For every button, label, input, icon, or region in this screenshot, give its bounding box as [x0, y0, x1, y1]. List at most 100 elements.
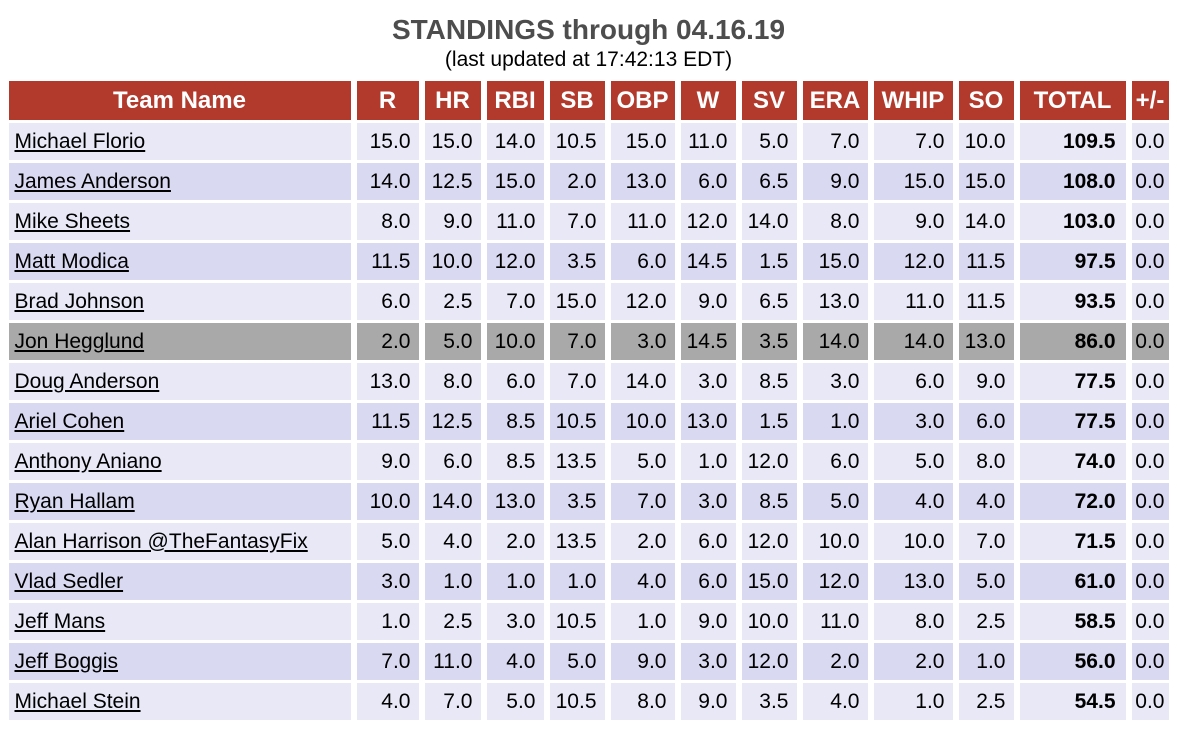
- team-link-brad-johnson[interactable]: Brad Johnson: [14, 289, 145, 313]
- team-link-alan-harrison-thefantasyfix[interactable]: Alan Harrison @TheFantasyFix: [14, 529, 308, 553]
- stat-cell-w: 9.0: [680, 603, 736, 640]
- stat-cell-sb: 10.5: [549, 403, 605, 440]
- stat-cell-obp: 8.0: [610, 683, 675, 720]
- team-row-jeff-mans: Jeff Mans 1.0 2.5 3.0 10.5 1.0 9.0 10.0 11.0 8.0 2…: [8, 603, 1169, 640]
- stat-cell-sv: 5.0: [741, 123, 797, 160]
- team-row-jeff-boggis: Jeff Boggis 7.0 11.0 4.0 5.0 9.0 3.0 12.0 2.0 2.0…: [8, 643, 1169, 680]
- stat-cell-whip: 3.0: [873, 403, 953, 440]
- stat-cell-obp: 7.0: [610, 483, 675, 520]
- team-link-ryan-hallam[interactable]: Ryan Hallam: [14, 489, 135, 513]
- stat-cell-hr: 2.5: [424, 603, 481, 640]
- stat-cell-era: 15.0: [802, 243, 868, 280]
- stat-cell-sb: 7.0: [549, 203, 605, 240]
- team-link-mike-sheets[interactable]: Mike Sheets: [14, 209, 131, 233]
- team-link-ariel-cohen[interactable]: Ariel Cohen: [14, 409, 125, 433]
- team-name-cell: Vlad Sedler: [8, 563, 351, 600]
- plus-minus-cell: 0.0: [1131, 123, 1169, 160]
- team-link-michael-stein[interactable]: Michael Stein: [14, 689, 141, 713]
- stat-cell-sv: 15.0: [741, 563, 797, 600]
- stat-cell-sv: 6.5: [741, 283, 797, 320]
- stat-cell-hr: 2.5: [424, 283, 481, 320]
- stat-cell-hr: 5.0: [424, 323, 481, 360]
- plus-minus-cell: 0.0: [1131, 683, 1169, 720]
- stat-cell-hr: 12.5: [424, 163, 481, 200]
- stat-cell-whip: 2.0: [873, 643, 953, 680]
- stat-cell-sv: 3.5: [741, 683, 797, 720]
- team-link-jeff-mans[interactable]: Jeff Mans: [14, 609, 106, 633]
- team-link-james-anderson[interactable]: James Anderson: [14, 169, 171, 193]
- stat-cell-sb: 1.0: [549, 563, 605, 600]
- column-header-whip: WHIP: [873, 81, 953, 120]
- stat-cell-so: 11.5: [958, 283, 1014, 320]
- stat-cell-r: 5.0: [356, 523, 419, 560]
- plus-minus-cell: 0.0: [1131, 243, 1169, 280]
- plus-minus-cell: 0.0: [1131, 163, 1169, 200]
- team-row-michael-stein: Michael Stein 4.0 7.0 5.0 10.5 8.0 9.0 3.5 4.0 1.…: [8, 683, 1169, 720]
- stat-cell-sb: 13.5: [549, 443, 605, 480]
- column-header-sv: SV: [741, 81, 797, 120]
- stat-cell-sb: 2.0: [549, 163, 605, 200]
- team-name-cell: Mike Sheets: [8, 203, 351, 240]
- team-link-michael-florio[interactable]: Michael Florio: [14, 129, 146, 153]
- stat-cell-hr: 15.0: [424, 123, 481, 160]
- team-link-jon-hegglund[interactable]: Jon Hegglund: [14, 329, 145, 353]
- team-link-anthony-aniano[interactable]: Anthony Aniano: [14, 449, 162, 473]
- team-link-vlad-sedler[interactable]: Vlad Sedler: [14, 569, 124, 593]
- stat-cell-whip: 6.0: [873, 363, 953, 400]
- stat-cell-whip: 4.0: [873, 483, 953, 520]
- column-header-era: ERA: [802, 81, 868, 120]
- team-name-cell: Doug Anderson: [8, 363, 351, 400]
- stat-cell-hr: 14.0: [424, 483, 481, 520]
- stat-cell-so: 5.0: [958, 563, 1014, 600]
- stat-cell-rbi: 1.0: [486, 563, 544, 600]
- stat-cell-era: 1.0: [802, 403, 868, 440]
- stat-cell-sb: 10.5: [549, 603, 605, 640]
- total-cell: 56.0: [1019, 643, 1126, 680]
- stat-cell-w: 9.0: [680, 683, 736, 720]
- team-link-matt-modica[interactable]: Matt Modica: [14, 249, 129, 273]
- page-title: STANDINGS through 04.16.19: [391, 14, 786, 45]
- stat-cell-obp: 3.0: [610, 323, 675, 360]
- stat-cell-w: 9.0: [680, 283, 736, 320]
- team-link-doug-anderson[interactable]: Doug Anderson: [14, 369, 160, 393]
- stat-cell-whip: 12.0: [873, 243, 953, 280]
- stat-cell-sb: 5.0: [549, 643, 605, 680]
- stat-cell-w: 14.5: [680, 323, 736, 360]
- team-link-jeff-boggis[interactable]: Jeff Boggis: [14, 649, 119, 673]
- column-header-team-name: Team Name: [8, 81, 351, 120]
- stat-cell-r: 14.0: [356, 163, 419, 200]
- standings-page: STANDINGS through 04.16.19 (last updated…: [0, 14, 1177, 723]
- stat-cell-so: 14.0: [958, 203, 1014, 240]
- column-header-col: +/-: [1131, 81, 1169, 120]
- plus-minus-cell: 0.0: [1131, 563, 1169, 600]
- plus-minus-cell: 0.0: [1131, 363, 1169, 400]
- stat-cell-sb: 7.0: [549, 323, 605, 360]
- stat-cell-obp: 13.0: [610, 163, 675, 200]
- stat-cell-so: 2.5: [958, 683, 1014, 720]
- stat-cell-sb: 10.5: [549, 683, 605, 720]
- stat-cell-sv: 10.0: [741, 603, 797, 640]
- column-header-w: W: [680, 81, 736, 120]
- stat-cell-sv: 14.0: [741, 203, 797, 240]
- total-cell: 74.0: [1019, 443, 1126, 480]
- stat-cell-r: 7.0: [356, 643, 419, 680]
- stat-cell-r: 15.0: [356, 123, 419, 160]
- stat-cell-so: 11.5: [958, 243, 1014, 280]
- team-row-james-anderson: James Anderson 14.0 12.5 15.0 2.0 13.0 6.0 6.5 9…: [8, 163, 1169, 200]
- stat-cell-sv: 3.5: [741, 323, 797, 360]
- total-cell: 54.5: [1019, 683, 1126, 720]
- stat-cell-sv: 8.5: [741, 483, 797, 520]
- total-cell: 108.0: [1019, 163, 1126, 200]
- stat-cell-obp: 4.0: [610, 563, 675, 600]
- total-cell: 77.5: [1019, 403, 1126, 440]
- stat-cell-era: 9.0: [802, 163, 868, 200]
- team-name-cell: Ariel Cohen: [8, 403, 351, 440]
- plus-minus-cell: 0.0: [1131, 283, 1169, 320]
- stat-cell-era: 13.0: [802, 283, 868, 320]
- header-row: Team Name R HR RBI SB OBP W SV ERA WHIP SO TOTAL +/-: [8, 81, 1169, 120]
- standings-table: Team Name R HR RBI SB OBP W SV ERA WHIP SO TOTAL +/-…: [3, 78, 1175, 723]
- stat-cell-era: 14.0: [802, 323, 868, 360]
- team-name-cell: Alan Harrison @TheFantasyFix: [8, 523, 351, 560]
- last-updated-text: (last updated at 17:42:13 EDT): [444, 48, 733, 71]
- stat-cell-r: 11.5: [356, 243, 419, 280]
